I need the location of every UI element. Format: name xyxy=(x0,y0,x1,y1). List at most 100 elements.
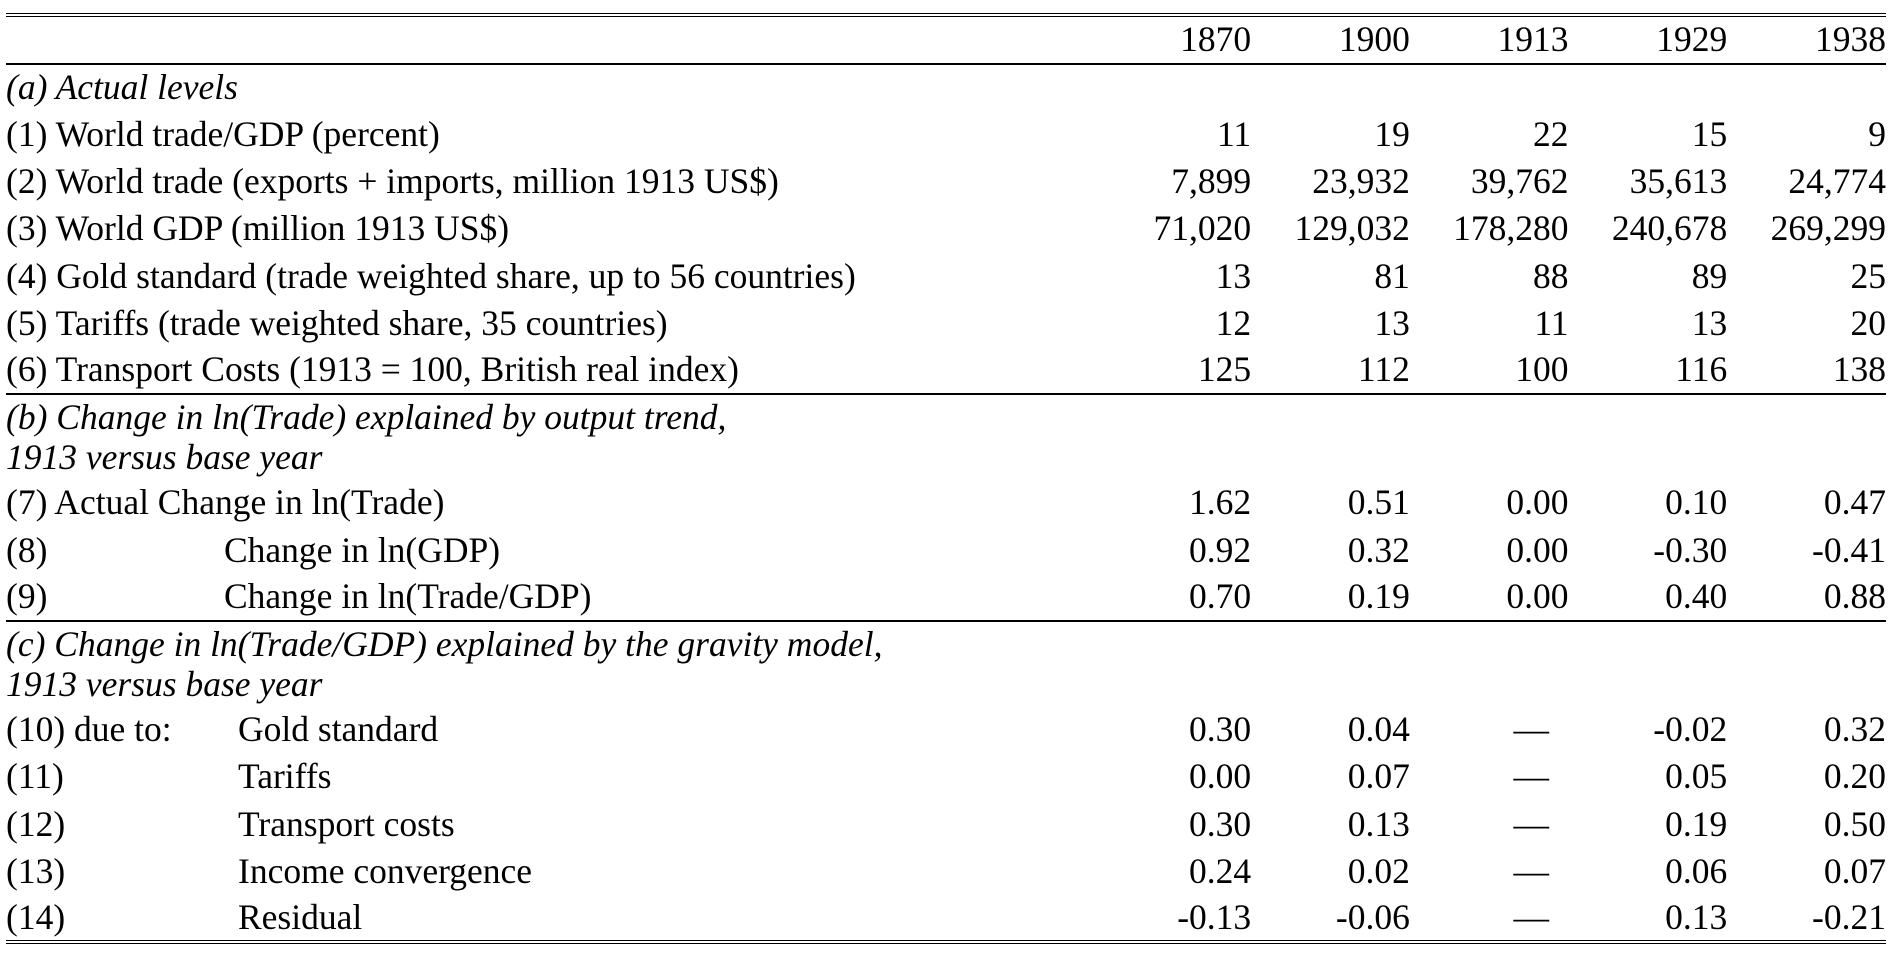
table-row: (5) Tariffs (trade weighted share, 35 co… xyxy=(6,300,1886,347)
table-row: (6) Transport Costs (1913 = 100, British… xyxy=(6,347,1886,394)
table-cell: 13 xyxy=(1691,302,1728,343)
table-cell: 39,762 xyxy=(1470,161,1569,202)
row-label-cell: (13) Income convergence xyxy=(6,848,1124,895)
table-cell: 81 xyxy=(1374,255,1410,296)
dash-value: — xyxy=(1513,896,1549,937)
table-cell: 0.88 xyxy=(1823,576,1886,617)
table-cell: 71,020 xyxy=(1153,208,1252,249)
table-cell: -0.21 xyxy=(1727,895,1886,945)
table-cell: 0.92 xyxy=(1189,529,1252,570)
table-cell: 1.62 xyxy=(1189,482,1252,523)
header-row: 1870 1900 1913 1929 1938 xyxy=(6,13,1886,65)
table-cell: — xyxy=(1410,706,1569,753)
row-label: (4) Gold standard (trade weighted share,… xyxy=(6,255,856,296)
row-label-group: (8) Change in ln(GDP) xyxy=(6,529,500,570)
row-label: Gold standard xyxy=(238,709,439,750)
table-row: (10) due to: Gold standard 0.30 0.04 — -0… xyxy=(6,706,1886,753)
section-title-row: (a) Actual levels xyxy=(6,64,1886,111)
table-row: (13) Income convergence 0.24 0.02 — 0.06 … xyxy=(6,848,1886,895)
table-cell: 0.13 xyxy=(1568,895,1728,945)
section-c-title-line1: (c) Change in ln(Trade/GDP) explained by… xyxy=(6,624,883,665)
table-cell: 0.20 xyxy=(1823,756,1886,797)
table-cell: 88 xyxy=(1533,255,1569,296)
row-label: Change in ln(Trade/GDP) xyxy=(224,576,592,617)
row-label-cell: (8) Change in ln(GDP) xyxy=(6,527,1124,574)
table-cell: 13 xyxy=(1374,302,1410,343)
table-cell: 7,899 xyxy=(1171,161,1252,202)
row-label: (7) Actual Change in ln(Trade) xyxy=(6,482,445,523)
table-cell: 24,774 xyxy=(1788,161,1886,202)
row-label: (2) World trade (exports + imports, mill… xyxy=(6,161,779,202)
table-cell: 125 xyxy=(1197,349,1252,390)
table-cell: -0.02 xyxy=(1653,709,1728,750)
row-index: (8) xyxy=(6,529,48,570)
table-cell: 240,678 xyxy=(1611,208,1728,249)
row-label-cell: (11) Tariffs xyxy=(6,754,1124,801)
row-index: (10) due to: xyxy=(6,709,172,750)
table-cell: 0.10 xyxy=(1665,482,1728,523)
table-cell: 19 xyxy=(1374,114,1410,155)
table-cell: 11 xyxy=(1534,302,1569,343)
trade-table: 1870 1900 1913 1929 1938 (a) Actual leve… xyxy=(6,13,1887,945)
table-cell: -0.30 xyxy=(1653,529,1728,570)
table-cell: 0.24 xyxy=(1189,850,1252,891)
year-header: 1870 xyxy=(1124,13,1252,65)
table-cell: 0.13 xyxy=(1347,803,1410,844)
table-cell: 100 xyxy=(1515,349,1569,390)
section-title-row: (c) Change in ln(Trade/GDP) explained by… xyxy=(6,620,1886,707)
table-cell: -0.41 xyxy=(1812,529,1886,570)
table-row: (7) Actual Change in ln(Trade) 1.62 0.51… xyxy=(6,480,1886,527)
row-index: (13) xyxy=(6,850,66,891)
table-cell: 0.30 xyxy=(1189,803,1252,844)
year-header: 1929 xyxy=(1568,13,1728,65)
row-label: (1) World trade/GDP (percent) xyxy=(6,114,440,155)
table-row: (14) Residual -0.13 -0.06 — 0.13 -0.21 xyxy=(6,895,1886,945)
section-b-title: (b) Change in ln(Trade) explained by out… xyxy=(6,393,1886,480)
table-cell: 89 xyxy=(1691,255,1728,296)
row-label-group: (10) due to: Gold standard xyxy=(6,709,439,750)
section-title-row: (b) Change in ln(Trade) explained by out… xyxy=(6,393,1886,480)
row-label-cell: (10) due to: Gold standard xyxy=(6,706,1124,753)
table-cell: -0.13 xyxy=(1124,895,1252,945)
table-cell: 138 xyxy=(1832,349,1886,390)
table-row: (3) World GDP (million 1913 US$) 71,020 … xyxy=(6,206,1886,253)
dash-value: — xyxy=(1513,709,1549,750)
row-label: Residual xyxy=(238,896,363,937)
section-b-title-line1: (b) Change in ln(Trade) explained by out… xyxy=(6,397,727,438)
table-cell: 0.19 xyxy=(1665,803,1728,844)
row-label-group: (11) Tariffs xyxy=(6,759,331,795)
table-cell: 0.40 xyxy=(1665,576,1728,617)
table-cell: 0.70 xyxy=(1189,576,1252,617)
table-cell: 0.30 xyxy=(1189,709,1252,750)
table-cell: 0.19 xyxy=(1347,576,1410,617)
table-row: (2) World trade (exports + imports, mill… xyxy=(6,158,1886,205)
row-label: Tariffs xyxy=(238,756,332,797)
table-cell: 0.00 xyxy=(1506,482,1569,523)
row-label-group: (9) Change in ln(Trade/GDP) xyxy=(6,579,591,615)
table-cell: 0.50 xyxy=(1823,803,1886,844)
table-cell: 11 xyxy=(1216,114,1252,155)
table-cell: 0.47 xyxy=(1823,482,1886,523)
table-cell: 0.51 xyxy=(1347,482,1410,523)
year-header: 1913 xyxy=(1409,13,1569,65)
section-a-title: (a) Actual levels xyxy=(6,67,238,108)
table-cell: 0.00 xyxy=(1506,529,1569,570)
table-cell: 0.32 xyxy=(1347,529,1410,570)
header-label-cell xyxy=(6,13,1125,65)
row-label-group: (13) Income convergence xyxy=(6,850,533,891)
table-cell: — xyxy=(1410,801,1569,848)
table-cell: 0.04 xyxy=(1347,709,1410,750)
table-cell: 0.32 xyxy=(1823,709,1886,750)
table-cell: 0.07 xyxy=(1347,756,1410,797)
row-label: Income convergence xyxy=(238,850,533,891)
table-cell: 178,280 xyxy=(1453,208,1569,249)
table-cell: 269,299 xyxy=(1770,208,1886,249)
table-cell: 0.02 xyxy=(1347,850,1410,891)
table-cell: 35,613 xyxy=(1629,161,1728,202)
table-cell: 23,932 xyxy=(1312,161,1410,202)
row-label: (6) Transport Costs (1913 = 100, British… xyxy=(6,349,739,390)
table-cell: 25 xyxy=(1850,255,1887,296)
dash-value: — xyxy=(1513,803,1549,844)
row-label-cell: (12) Transport costs xyxy=(6,801,1124,848)
